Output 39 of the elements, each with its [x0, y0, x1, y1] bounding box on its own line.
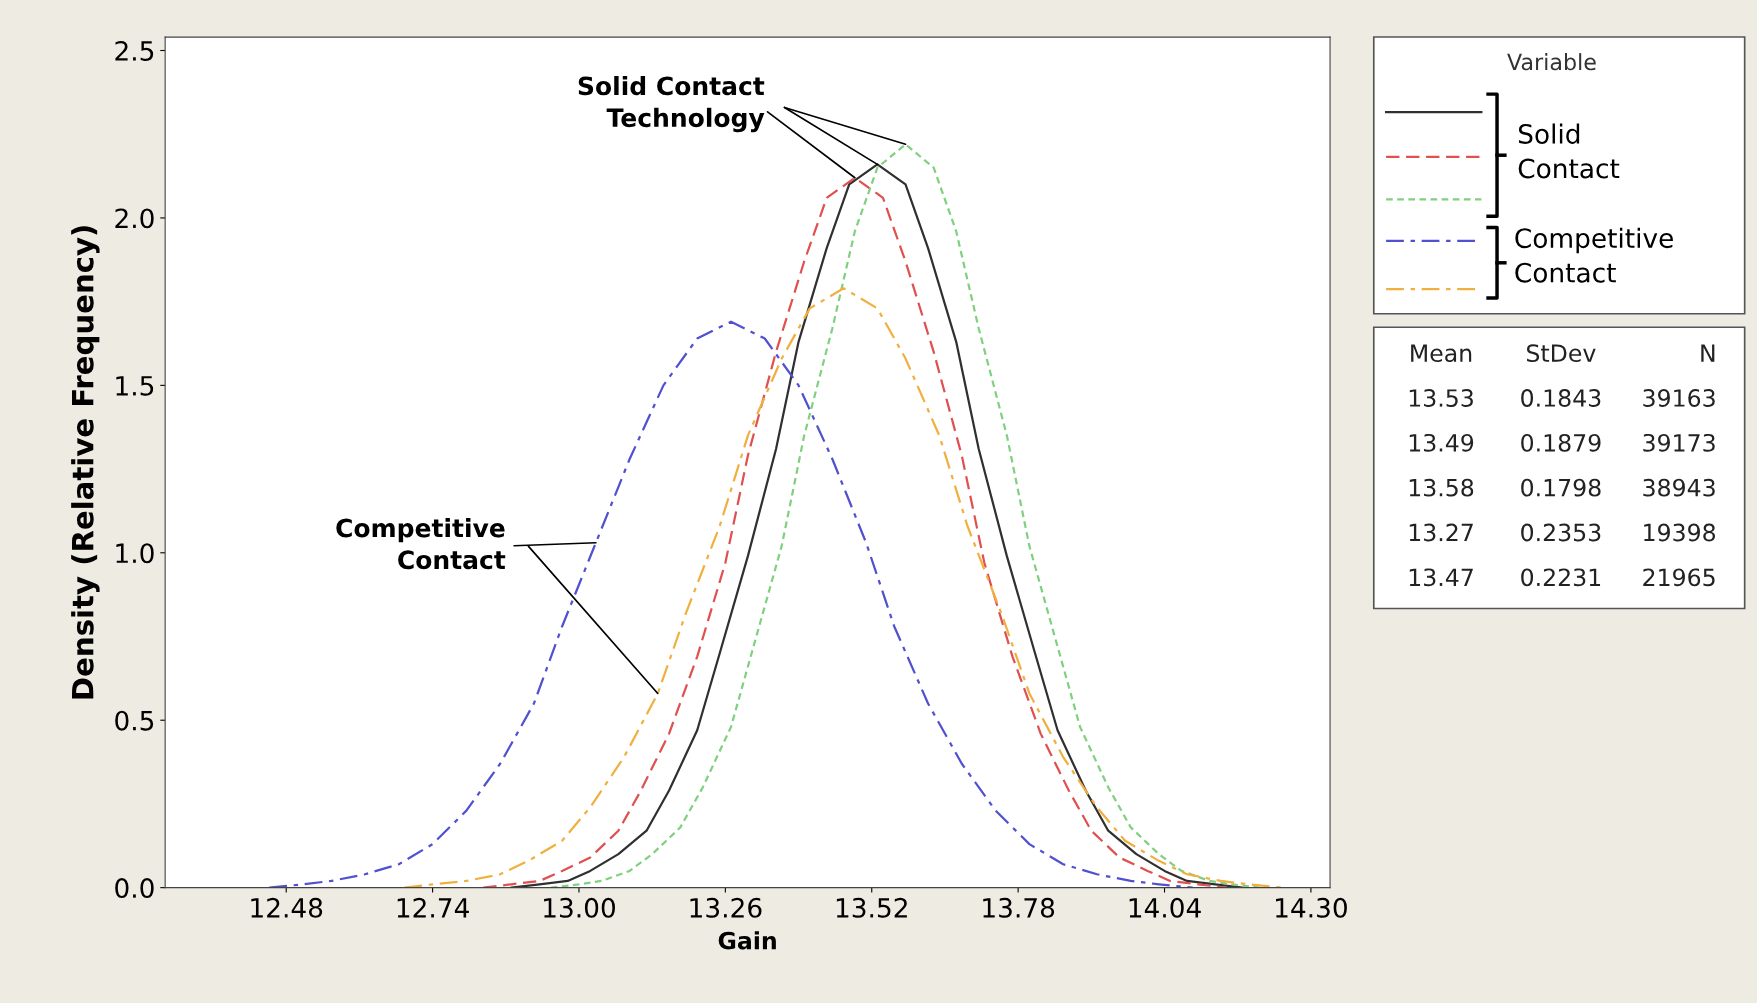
y-tick-label: 2.5	[115, 40, 154, 61]
x-axis-title: Gain	[718, 931, 776, 950]
text: 38943	[1643, 478, 1715, 497]
y-tick-label: 0.5	[115, 710, 154, 731]
y-tick-label: 2.0	[115, 208, 154, 229]
text: 13.47	[1409, 568, 1473, 587]
y-tick-label: 1.5	[116, 376, 154, 396]
text: 19398	[1644, 523, 1716, 542]
text: 0.1798	[1521, 478, 1601, 497]
text: 0.1879	[1521, 433, 1601, 452]
annotation: Solid Contact Technology	[578, 75, 765, 133]
legend-title: Variable	[1507, 53, 1596, 71]
text: 13.27	[1409, 523, 1473, 542]
text: 0.1843	[1521, 389, 1601, 407]
text: N	[1701, 344, 1715, 362]
y-tick-label: 0.0	[115, 878, 154, 899]
x-tick-label: 12.74	[397, 897, 469, 918]
x-tick-label: 13.00	[544, 897, 615, 918]
text: Mean	[1411, 344, 1472, 363]
x-tick-label: 12.48	[251, 897, 323, 918]
x-tick-label: 13.78	[983, 897, 1055, 918]
x-tick-label: 14.30	[1276, 897, 1347, 918]
y-tick-label: 1.0	[116, 543, 154, 564]
y-axis-title: Density (Relative Frequency)	[71, 226, 100, 699]
text: StDev	[1527, 344, 1596, 363]
x-tick-label: 14.04	[1129, 897, 1201, 918]
text: 13.53	[1409, 389, 1473, 407]
annotation: Competitive Contact	[336, 518, 506, 570]
x-tick-label: 13.26	[690, 897, 762, 918]
text: 0.2353	[1521, 523, 1601, 542]
text: 39163	[1643, 389, 1715, 407]
x-tick-label: 13.52	[836, 897, 907, 918]
text: 13.58	[1409, 478, 1474, 497]
text: 21965	[1643, 568, 1715, 587]
text: 13.49	[1409, 433, 1474, 452]
text: 39173	[1643, 433, 1715, 452]
text: 0.2231	[1521, 568, 1601, 587]
text: Competitive Contact	[1515, 227, 1673, 283]
text: Solid Contact	[1518, 123, 1620, 179]
